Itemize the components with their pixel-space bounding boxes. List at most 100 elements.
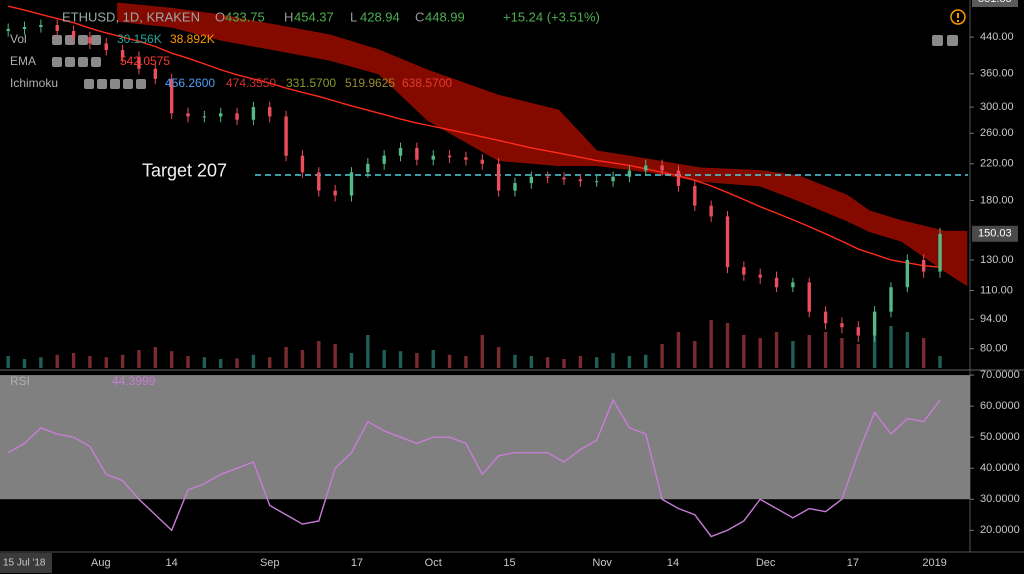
button[interactable] <box>91 35 101 45</box>
candle-body <box>529 176 534 184</box>
candle-body <box>251 107 256 120</box>
volume-bar <box>104 357 108 368</box>
button[interactable] <box>65 57 75 67</box>
alert-icon[interactable] <box>950 9 966 25</box>
indicator-value: 331.5700 <box>286 76 336 90</box>
volume-bar <box>578 356 583 368</box>
volume-bar <box>938 356 942 368</box>
indicator-value: 542.0575 <box>120 54 170 68</box>
alert-icon-mark <box>957 13 959 18</box>
candle-body <box>938 233 942 272</box>
button[interactable] <box>65 35 75 45</box>
volume-bar <box>202 357 207 368</box>
volume-bar <box>464 356 468 368</box>
volume-bar <box>725 323 730 368</box>
candle-body <box>6 28 10 31</box>
y-tick-label: 360.00 <box>980 68 1014 80</box>
button[interactable] <box>78 57 88 67</box>
candle-body <box>627 170 632 177</box>
volume-bar <box>300 350 305 368</box>
volume-bar <box>807 335 811 368</box>
indicator-value: 638.5700 <box>402 76 452 90</box>
volume-bar <box>382 350 386 368</box>
x-tick-label: Oct <box>425 557 442 569</box>
volume-bar <box>840 338 844 368</box>
volume-bar <box>22 359 27 368</box>
rsi-band <box>0 375 970 500</box>
x-tick-label: 17 <box>847 557 859 569</box>
volume-bar <box>39 357 43 368</box>
ohlc-value: 448.99 <box>425 9 465 24</box>
candle-body <box>725 216 730 268</box>
y-tick-label: 40.0000 <box>980 462 1020 474</box>
volume-bar <box>562 359 566 368</box>
candle-body <box>120 50 125 57</box>
candle-body <box>415 147 419 160</box>
button[interactable] <box>78 35 88 45</box>
candle-body <box>807 282 811 312</box>
ohlc-value: 428.94 <box>360 9 400 24</box>
rsi-line <box>7 398 941 538</box>
price-change: +15.24 (+3.51%) <box>503 9 600 24</box>
button[interactable] <box>52 57 62 67</box>
candle-body <box>186 113 190 117</box>
volume-bar <box>349 353 354 368</box>
candle-body <box>88 37 92 44</box>
volume-bar <box>268 357 272 368</box>
candle-body <box>905 259 910 288</box>
panel-title: RSI <box>10 374 30 388</box>
button[interactable] <box>947 35 958 46</box>
candle-body <box>660 165 664 171</box>
button[interactable] <box>123 79 133 89</box>
volume-bar <box>823 332 828 368</box>
volume-bar <box>366 335 370 368</box>
button[interactable] <box>136 79 146 89</box>
button[interactable] <box>110 79 120 89</box>
x-tick-label: 14 <box>667 557 679 569</box>
candle-body <box>464 157 468 160</box>
candle-body <box>349 172 354 196</box>
candle-body <box>611 176 615 182</box>
volume-bar <box>71 353 76 368</box>
candle-body <box>840 323 844 328</box>
button[interactable] <box>84 79 94 89</box>
candle-body <box>921 259 926 272</box>
indicator-value: 30.156K <box>117 32 162 46</box>
volume-bar <box>251 354 256 368</box>
candle-body <box>758 274 762 278</box>
last-price-tag <box>972 225 1018 242</box>
candle-body <box>823 311 828 324</box>
volume-bar <box>660 344 664 368</box>
candle-body <box>55 25 59 31</box>
alert-icon-dot <box>957 20 959 22</box>
candle-body <box>431 155 435 160</box>
volume-bar <box>611 353 615 368</box>
volume-bar <box>169 351 174 368</box>
ohlc-letter: O <box>215 9 225 24</box>
indicator-name: Vol <box>10 32 27 46</box>
volume-bar <box>55 354 59 368</box>
volume-bar <box>398 351 403 368</box>
x-tick-label: 2019 <box>922 557 946 569</box>
volume-bar <box>905 332 910 368</box>
candle-body <box>791 282 795 288</box>
volume-bar <box>709 320 713 368</box>
candle-body <box>889 287 893 312</box>
cloud-upper <box>117 2 968 232</box>
x-tick-label: 15 <box>503 557 515 569</box>
button[interactable] <box>52 35 62 45</box>
top-price-label: 331.83 <box>978 0 1012 5</box>
button[interactable] <box>91 57 101 67</box>
ohlc-value: 433.75 <box>225 9 265 24</box>
y-tick-label: 50.0000 <box>980 431 1020 443</box>
symbol: ETHUSD, 1D, KRAKEN <box>62 9 200 24</box>
volume-bar <box>676 332 681 368</box>
button[interactable] <box>97 79 107 89</box>
ohlc-letter: H <box>284 9 293 24</box>
volume-bar <box>545 357 550 368</box>
volume-bar <box>88 356 92 368</box>
volume-bar <box>921 338 926 368</box>
button[interactable] <box>932 35 943 46</box>
volume-bar <box>595 357 599 368</box>
